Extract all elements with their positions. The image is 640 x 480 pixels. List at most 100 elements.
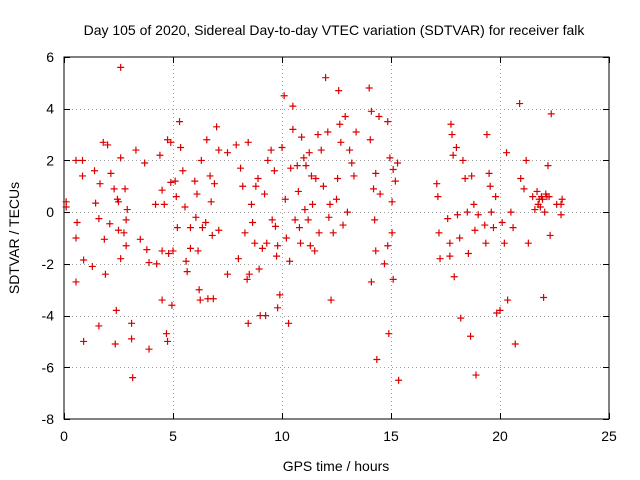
data-point bbox=[270, 167, 278, 175]
data-point bbox=[264, 156, 272, 164]
data-point bbox=[162, 330, 170, 338]
data-point bbox=[435, 229, 443, 237]
data-point bbox=[206, 172, 214, 180]
data-point bbox=[136, 235, 144, 243]
data-point bbox=[158, 247, 166, 255]
data-point bbox=[457, 314, 465, 322]
data-point bbox=[167, 138, 175, 146]
data-point bbox=[536, 203, 544, 211]
data-point bbox=[145, 345, 153, 353]
data-point bbox=[213, 123, 221, 131]
data-point bbox=[395, 376, 403, 384]
data-point bbox=[117, 63, 125, 71]
data-point bbox=[295, 224, 303, 232]
data-point bbox=[209, 295, 217, 303]
data-point bbox=[96, 180, 104, 188]
data-point bbox=[158, 186, 166, 194]
data-point bbox=[453, 211, 461, 219]
data-point bbox=[446, 239, 454, 247]
data-point bbox=[324, 128, 332, 136]
data-point bbox=[557, 200, 565, 208]
data-point bbox=[241, 229, 249, 237]
data-point bbox=[254, 175, 262, 183]
y-tick-label: 4 bbox=[46, 101, 54, 117]
data-point bbox=[384, 118, 392, 126]
data-point bbox=[179, 167, 187, 175]
data-point bbox=[471, 226, 479, 234]
data-point bbox=[341, 112, 349, 120]
plot-frame bbox=[63, 56, 610, 420]
data-point bbox=[95, 322, 103, 330]
data-point bbox=[252, 182, 260, 190]
data-point bbox=[245, 270, 253, 278]
data-point bbox=[117, 255, 125, 263]
data-point bbox=[496, 306, 504, 314]
data-point bbox=[289, 102, 297, 110]
data-point bbox=[300, 154, 308, 162]
data-point bbox=[464, 250, 472, 258]
data-point bbox=[128, 319, 136, 327]
data-point bbox=[79, 172, 87, 180]
data-point bbox=[276, 291, 284, 299]
data-point bbox=[472, 371, 480, 379]
data-point bbox=[278, 144, 286, 151]
data-point bbox=[547, 110, 555, 118]
data-point bbox=[545, 193, 553, 201]
data-point bbox=[391, 177, 399, 185]
data-point bbox=[247, 200, 255, 208]
data-point bbox=[372, 247, 380, 255]
data-point bbox=[315, 229, 323, 237]
data-point bbox=[449, 151, 457, 159]
data-point bbox=[485, 169, 493, 177]
data-point bbox=[181, 203, 189, 211]
data-point bbox=[156, 151, 164, 159]
data-point bbox=[322, 74, 330, 82]
data-point bbox=[336, 120, 344, 128]
data-point bbox=[371, 216, 379, 224]
data-point bbox=[365, 84, 373, 92]
data-point bbox=[195, 286, 203, 294]
data-point bbox=[169, 247, 177, 255]
data-point bbox=[486, 182, 494, 190]
data-points bbox=[62, 63, 566, 384]
data-point bbox=[335, 87, 343, 95]
data-point bbox=[366, 136, 374, 144]
data-point bbox=[533, 187, 541, 195]
data-point bbox=[285, 319, 293, 327]
data-point bbox=[91, 167, 99, 175]
data-point bbox=[194, 247, 202, 255]
data-point bbox=[196, 296, 204, 304]
data-point bbox=[177, 144, 185, 151]
data-point bbox=[267, 146, 275, 154]
data-point bbox=[444, 215, 452, 223]
data-point bbox=[72, 278, 80, 286]
data-point bbox=[101, 270, 109, 278]
data-point bbox=[489, 224, 497, 232]
data-point bbox=[433, 180, 441, 188]
data-point bbox=[474, 211, 482, 219]
data-point bbox=[531, 206, 539, 214]
data-point bbox=[309, 200, 317, 208]
data-point bbox=[239, 182, 247, 190]
data-point bbox=[197, 156, 205, 164]
data-point bbox=[208, 231, 216, 239]
data-point bbox=[498, 218, 506, 226]
data-point bbox=[168, 301, 176, 309]
data-point bbox=[122, 242, 130, 250]
data-point bbox=[198, 224, 206, 232]
data-point bbox=[224, 149, 231, 157]
data-point bbox=[302, 162, 310, 170]
data-point bbox=[516, 100, 524, 108]
data-point bbox=[517, 175, 525, 183]
data-point bbox=[152, 200, 160, 208]
data-point bbox=[467, 332, 475, 340]
data-point bbox=[557, 211, 565, 219]
data-point bbox=[244, 319, 252, 327]
data-point bbox=[79, 156, 87, 164]
data-point bbox=[129, 374, 137, 382]
data-point bbox=[298, 133, 306, 141]
data-point bbox=[112, 306, 120, 314]
data-point bbox=[193, 190, 201, 198]
data-point bbox=[481, 221, 489, 229]
